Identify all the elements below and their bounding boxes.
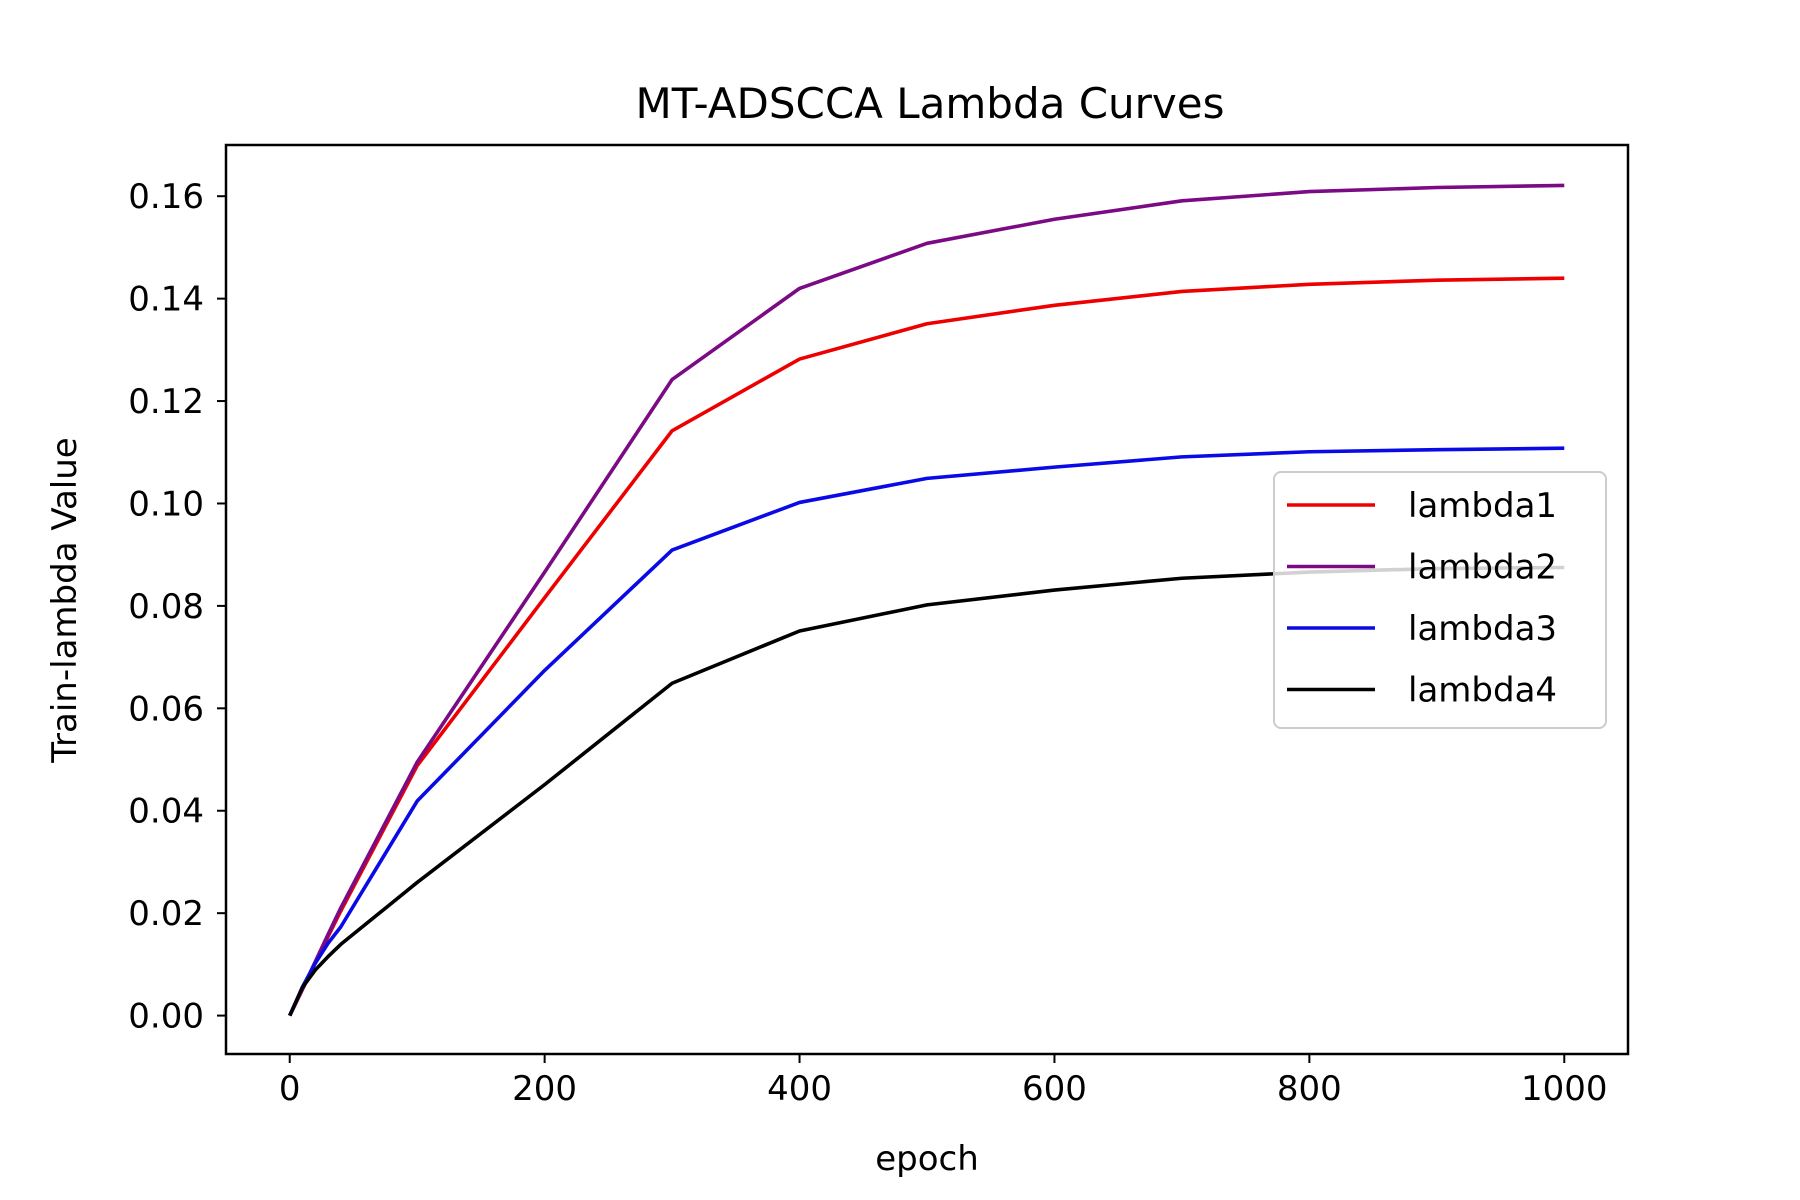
- ticks-layer: 0 200 400 600 800 1000 0.00 0.02 0.04 0.06 0.08 0.1…: [128, 177, 1607, 1109]
- y-axis-label: Train-lambda Value: [45, 437, 85, 763]
- y-tick-label: 0.14: [128, 280, 204, 320]
- y-tick-label: 0.16: [128, 177, 204, 217]
- x-tick-label: 200: [512, 1069, 577, 1109]
- y-tick-label: 0.04: [128, 792, 204, 832]
- x-tick-label: 400: [767, 1069, 832, 1109]
- y-tick-label: 0.06: [128, 689, 204, 729]
- y-tick-label: 0.02: [128, 894, 204, 934]
- legend-label-lambda3: lambda3: [1408, 609, 1557, 649]
- series-layer: [288, 183, 1565, 1017]
- y-tick-label: 0.08: [128, 587, 204, 627]
- legend-items: lambda1 lambda2 lambda3 lambda4: [1287, 486, 1557, 711]
- x-tick-label: 0: [279, 1069, 301, 1109]
- legend-label-lambda1: lambda1: [1408, 486, 1557, 526]
- x-tick-label: 1000: [1521, 1069, 1608, 1109]
- y-tick-label: 0.00: [128, 997, 204, 1037]
- x-tick-label: 600: [1022, 1069, 1087, 1109]
- legend-label-lambda4: lambda4: [1408, 671, 1557, 711]
- plot-frame: [224, 143, 1630, 1056]
- legend: lambda1 lambda2 lambda3 lambda4: [1273, 471, 1607, 729]
- series-line-lambda2: [288, 183, 1565, 1017]
- chart-title: MT-ADSCCA Lambda Curves: [636, 79, 1225, 128]
- series-line-lambda4: [288, 565, 1565, 1017]
- x-axis-label: epoch: [875, 1139, 979, 1179]
- series-line-lambda3: [288, 446, 1565, 1017]
- legend-box: [1273, 471, 1607, 729]
- y-tick-label: 0.12: [128, 382, 204, 422]
- legend-label-lambda2: lambda2: [1408, 548, 1557, 588]
- y-tick-label: 0.10: [128, 484, 204, 524]
- x-tick-label: 800: [1277, 1069, 1342, 1109]
